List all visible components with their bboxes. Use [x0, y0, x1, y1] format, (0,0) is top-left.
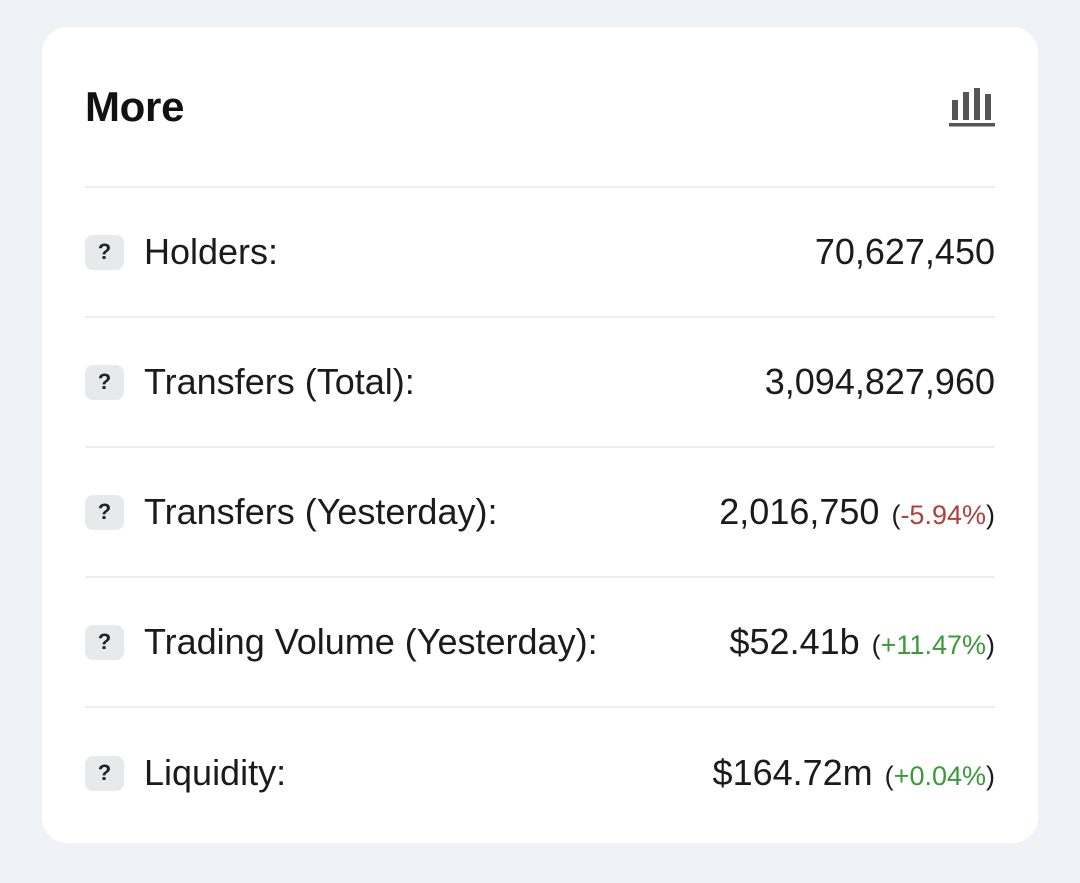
- change-badge: (-5.94%): [891, 500, 995, 530]
- stat-row-transfers-yesterday: ? Transfers (Yesterday): 2,016,750 (-5.9…: [85, 448, 995, 578]
- stat-value: 3,094,827,960: [764, 361, 995, 402]
- help-icon[interactable]: ?: [85, 234, 124, 270]
- stat-row-trading-volume: ? Trading Volume (Yesterday): $52.41b (+…: [85, 578, 995, 708]
- card-header: More: [85, 27, 995, 188]
- help-icon[interactable]: ?: [85, 624, 124, 660]
- help-icon[interactable]: ?: [85, 364, 124, 400]
- stat-label: Liquidity:: [144, 752, 287, 793]
- stat-label: Trading Volume (Yesterday):: [144, 621, 598, 662]
- stat-value: $164.72m: [712, 752, 873, 793]
- stat-row-liquidity: ? Liquidity: $164.72m (+0.04%): [85, 708, 995, 838]
- change-badge: (+0.04%): [884, 761, 995, 791]
- stats-list: ? Holders: 70,627,450 ? Transfers (Total…: [85, 188, 995, 838]
- stat-label: Transfers (Total):: [144, 361, 415, 402]
- stat-label: Holders:: [144, 231, 279, 272]
- bar-chart-icon[interactable]: [947, 83, 995, 131]
- more-card: More ? Holders: 70,627,450 ? Tran: [42, 27, 1038, 843]
- change-badge: (+11.47%): [871, 630, 995, 660]
- help-icon[interactable]: ?: [85, 494, 124, 530]
- stat-row-transfers-total: ? Transfers (Total): 3,094,827,960: [85, 318, 995, 448]
- change-percent: +0.04%: [893, 761, 986, 791]
- help-icon[interactable]: ?: [85, 755, 124, 791]
- change-percent: +11.47%: [880, 630, 986, 660]
- stat-value: 70,627,450: [814, 231, 995, 272]
- stat-value: 2,016,750: [719, 491, 880, 532]
- card-title: More: [85, 82, 185, 130]
- change-percent: -5.94%: [900, 500, 986, 530]
- stat-label: Transfers (Yesterday):: [144, 491, 498, 532]
- stat-row-holders: ? Holders: 70,627,450: [85, 188, 995, 318]
- stat-value: $52.41b: [729, 621, 860, 662]
